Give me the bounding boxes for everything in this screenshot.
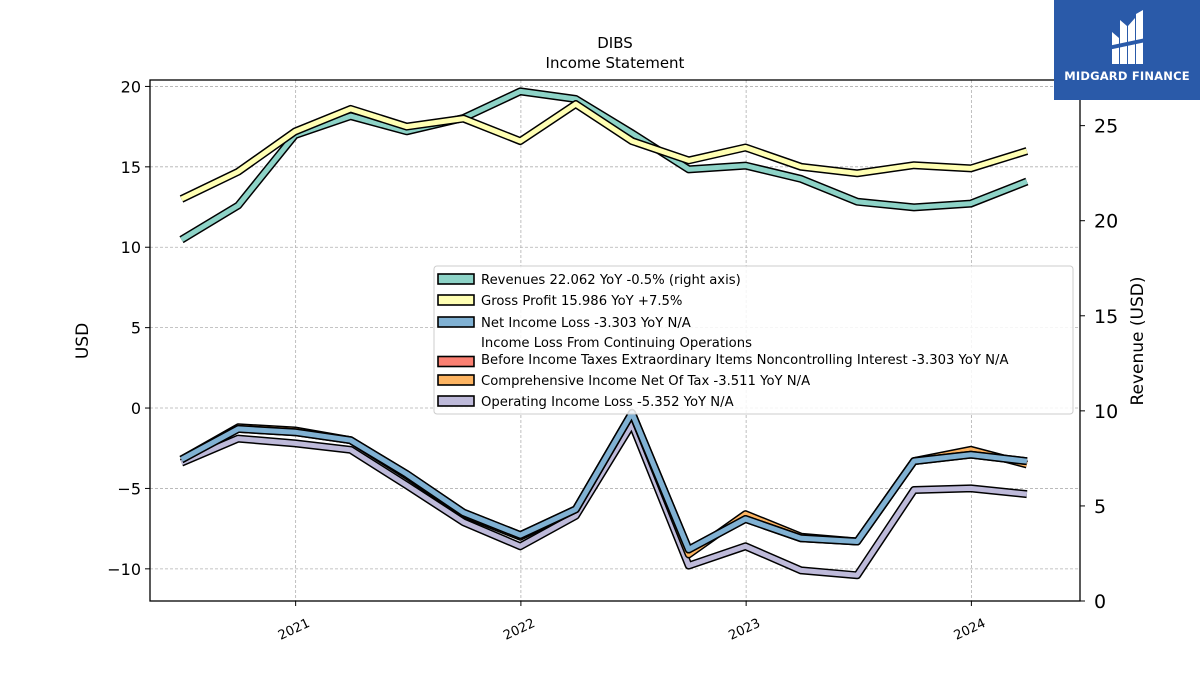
legend-swatch [437,294,475,306]
series-line-operating-income-loss [180,421,1028,578]
legend-label: Operating Income Loss -5.352 YoY N/A [481,395,734,410]
x-tick-label: 2022 [501,616,537,644]
series-line-revenues [180,88,1028,242]
series-layer [179,87,1029,580]
plot-frame [149,79,1081,602]
legend: Revenues 22.062 YoY -0.5% (right axis) Gr… [433,265,1074,415]
y-tick-label-left: −5 [117,479,141,498]
legend-label: Before Income Taxes Extraordinary Items … [481,353,1009,368]
legend-label: Revenues 22.062 YoY -0.5% (right axis) [481,273,741,288]
y-tick-label-right: 5 [1094,496,1106,518]
y-axis-label-right: Revenue (USD) [1128,276,1148,405]
y-tick-label-left: 15 [121,158,141,177]
x-tick-label: 2024 [952,616,988,644]
legend-swatch [437,273,475,285]
legend-swatch [437,316,475,328]
y-tick-label-left: 20 [121,77,141,96]
y-tick-label-left: −10 [107,560,141,579]
logo-mark-icon [1108,10,1146,64]
y-tick-label-right: 20 [1094,211,1118,233]
x-tick-label: 2021 [276,616,312,644]
logo-text: MIDGARD FINANCE [1064,69,1190,83]
legend-swatch [437,395,475,407]
y-tick-label-right: 25 [1094,116,1118,138]
y-tick-label-right: 0 [1094,591,1106,613]
y-tick-label-left: 10 [121,238,141,257]
y-tick-label-left: 0 [131,399,141,418]
series-line-net-income-loss [180,410,1028,552]
y-axis-label-left: USD [73,323,93,359]
legend-label: Income Loss From Continuing Operations [481,336,752,351]
legend-label: Net Income Loss -3.303 YoY N/A [481,316,691,331]
chart-subtitle: Income Statement [546,54,685,72]
legend-swatch [437,355,475,368]
x-tick-label: 2023 [726,616,762,644]
y-tick-label-right: 10 [1094,401,1118,423]
chart-title: DIBS [597,34,633,52]
legend-swatch [437,374,475,386]
y-tick-label-right: 15 [1094,306,1118,328]
midgard-finance-logo: MIDGARD FINANCE [1054,0,1200,100]
legend-box [433,265,1074,415]
legend-label: Comprehensive Income Net Of Tax -3.511 Y… [481,374,810,389]
legend-label: Gross Profit 15.986 YoY +7.5% [481,294,682,309]
series-outline-gross-profit [179,100,1029,203]
y-tick-label-left: 5 [131,319,141,338]
series-line-gross-profit [180,101,1028,202]
